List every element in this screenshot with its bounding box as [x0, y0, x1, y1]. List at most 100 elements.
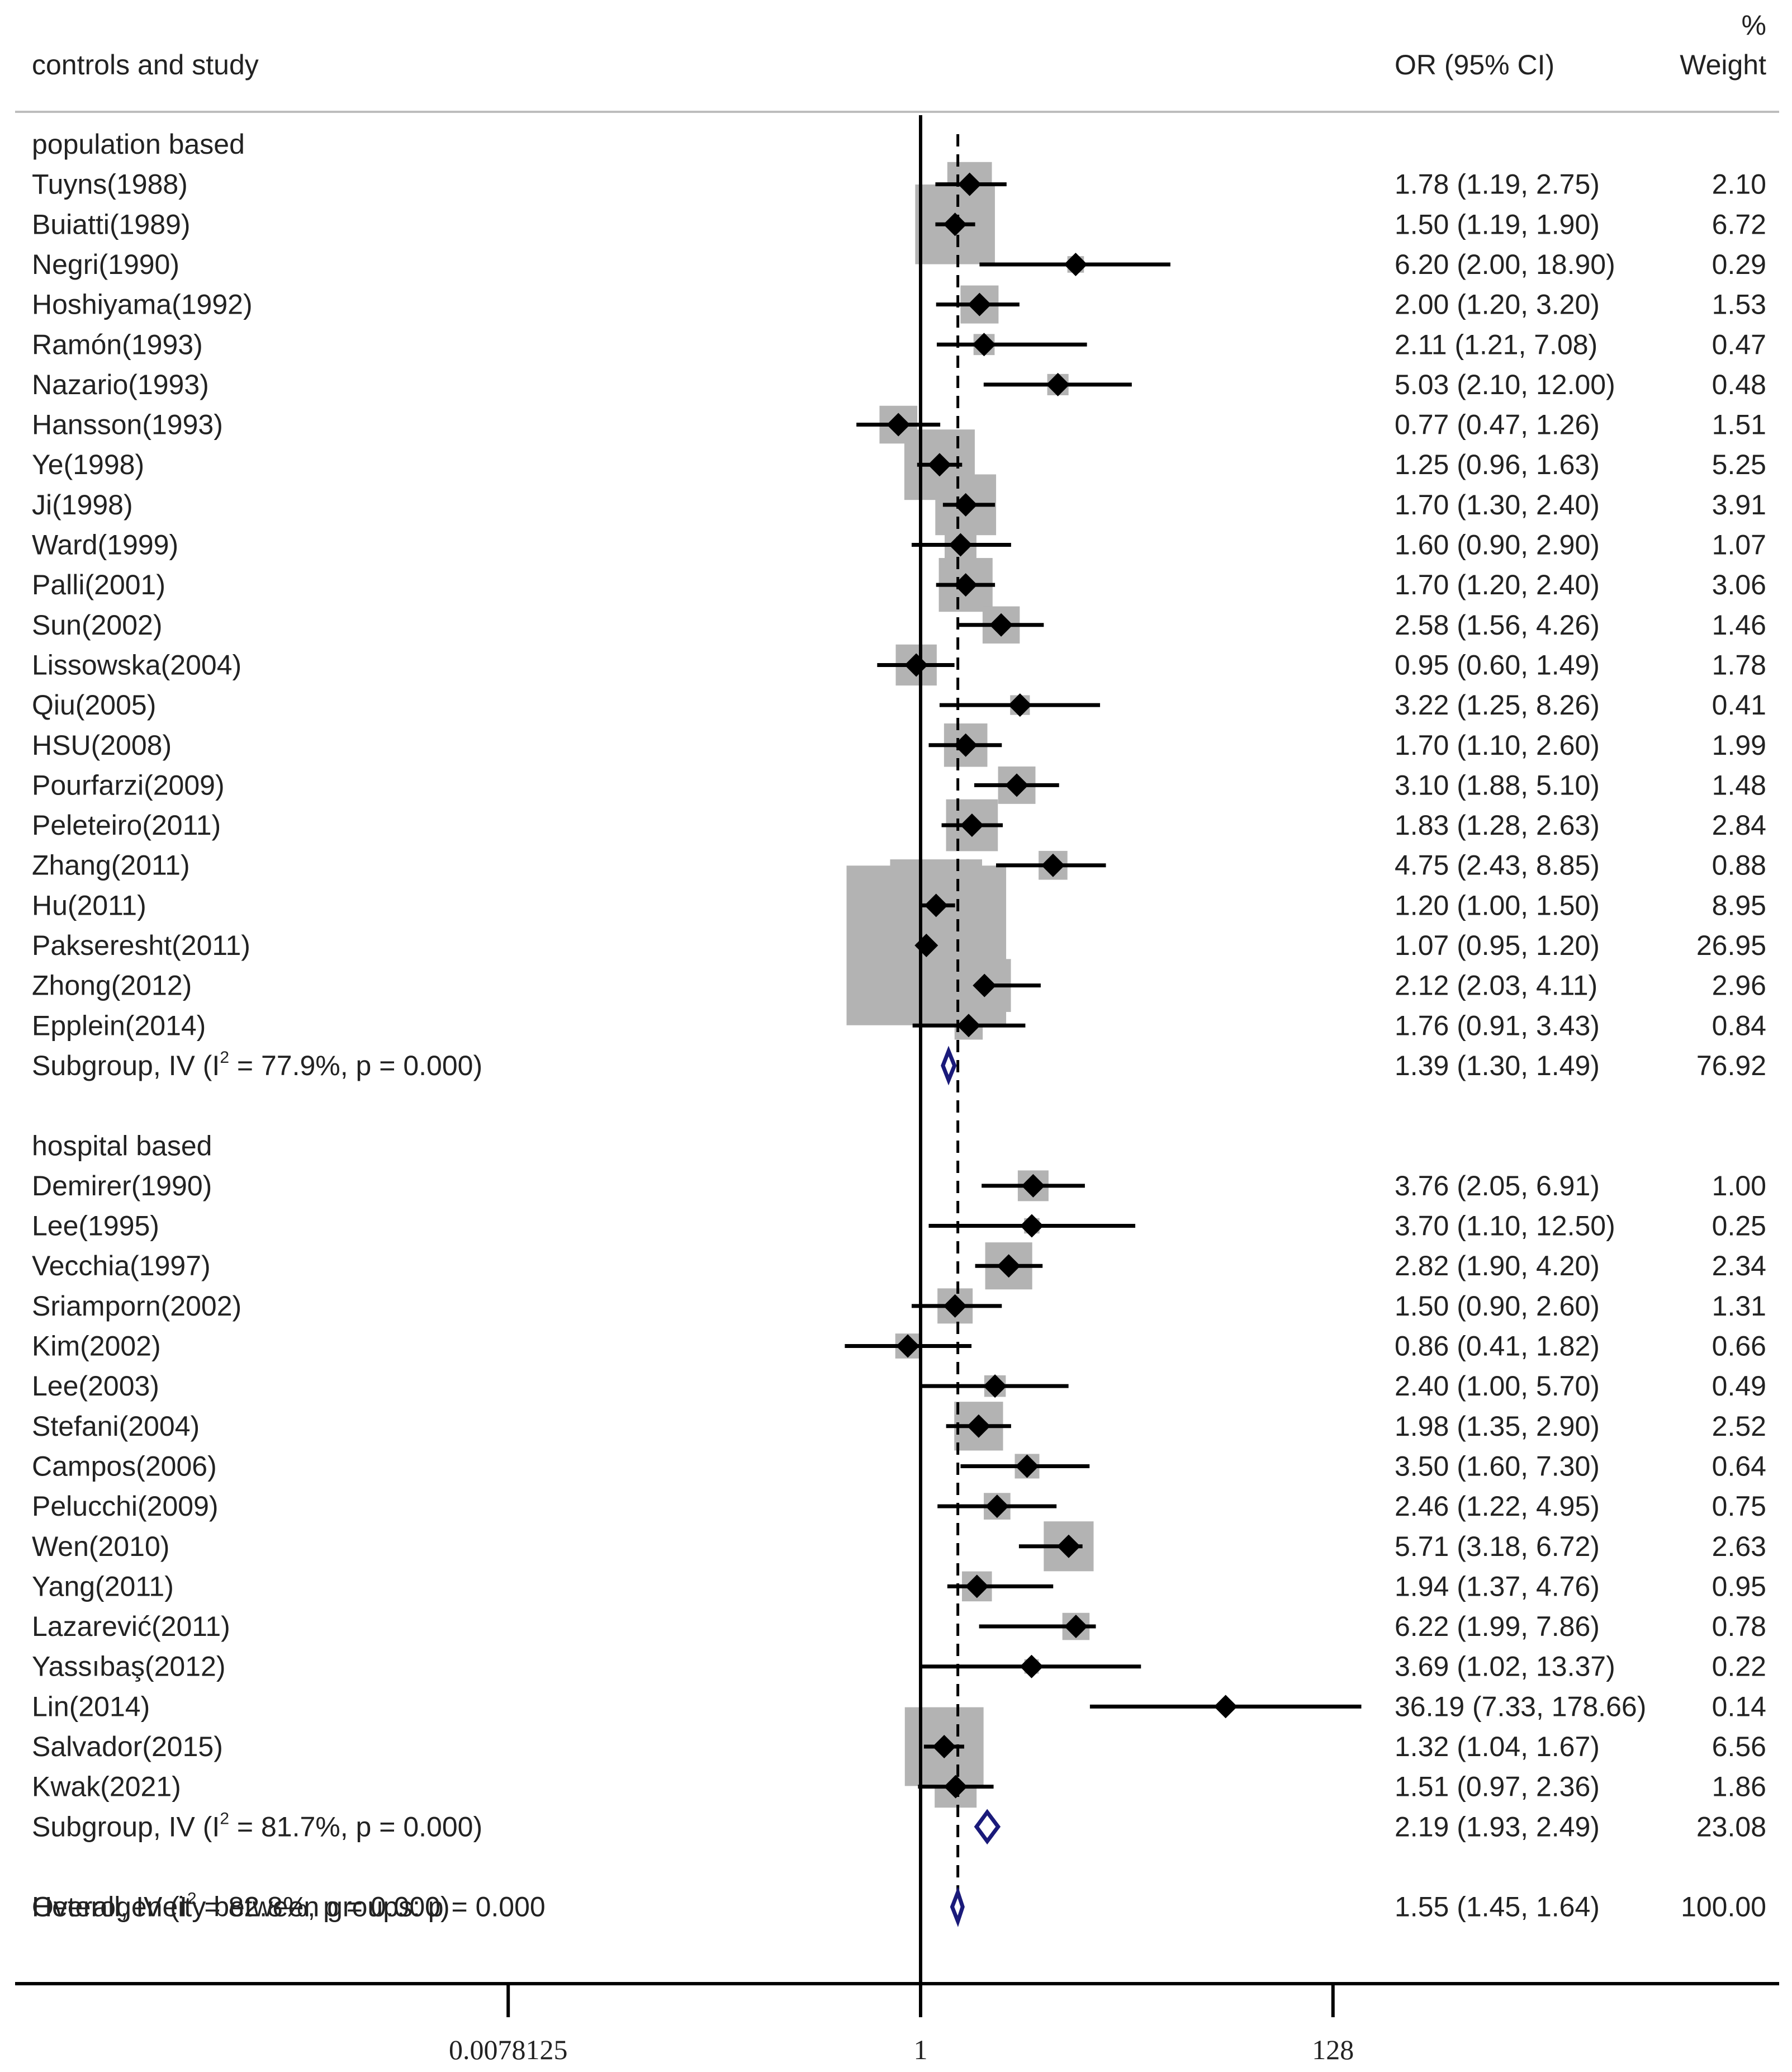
- point-estimate-marker: [973, 973, 997, 997]
- ci-text: 3.69 (1.02, 13.37): [1395, 1651, 1615, 1682]
- ci-text: 3.50 (1.60, 7.30): [1395, 1450, 1600, 1482]
- point-estimate-marker: [932, 1735, 956, 1758]
- point-estimate-marker: [1015, 1454, 1039, 1478]
- point-estimate-marker: [1008, 693, 1032, 717]
- study-label: Negri(1990): [32, 249, 179, 280]
- x-tick-label: 0.0078125: [449, 2034, 568, 2065]
- weight-value: 2.52: [1712, 1411, 1766, 1442]
- weight-value: 2.63: [1712, 1531, 1766, 1562]
- weight-value: 0.25: [1712, 1210, 1766, 1242]
- study-label: Lee(1995): [32, 1210, 159, 1242]
- study-label: Lazarević(2011): [32, 1611, 230, 1642]
- point-estimate-marker: [954, 573, 978, 597]
- weight-value: 0.64: [1712, 1450, 1766, 1482]
- reference-lines: [919, 115, 960, 1984]
- weight-value: 2.34: [1712, 1250, 1766, 1281]
- x-tick-label: 1: [914, 2034, 928, 2065]
- ci-text: 0.86 (0.41, 1.82): [1395, 1331, 1600, 1362]
- study-label: Pourfarzi(2009): [32, 769, 225, 801]
- ci-text: 2.46 (1.22, 4.95): [1395, 1491, 1600, 1522]
- point-estimate-marker: [944, 1775, 968, 1799]
- study-label: Demirer(1990): [32, 1170, 212, 1201]
- study-label: Pelucchi(2009): [32, 1491, 219, 1522]
- point-estimate-marker: [1005, 773, 1029, 797]
- ci-text: 1.20 (1.00, 1.50): [1395, 890, 1600, 921]
- weight-value: 1.31: [1712, 1290, 1766, 1322]
- subgroup-diamond: [974, 1809, 1001, 1845]
- study-label: Ramón(1993): [32, 329, 203, 360]
- ci-text: 2.00 (1.20, 3.20): [1395, 289, 1600, 320]
- ci-text: 6.22 (1.99, 7.86): [1395, 1611, 1600, 1642]
- ci-text: 36.19 (7.33, 178.66): [1395, 1691, 1646, 1722]
- study-label: Hoshiyama(1992): [32, 289, 253, 320]
- study-label: Ward(1999): [32, 529, 178, 561]
- point-estimate-marker: [943, 1294, 967, 1318]
- study-label: Campos(2006): [32, 1450, 217, 1482]
- subgroup-weight: 23.08: [1696, 1811, 1766, 1842]
- weight-value: 1.00: [1712, 1170, 1766, 1201]
- ci-text: 4.75 (2.43, 8.85): [1395, 850, 1600, 881]
- ci-text: 5.03 (2.10, 12.00): [1395, 369, 1615, 400]
- study-label: Ji(1998): [32, 489, 133, 521]
- point-estimate-marker: [956, 1014, 980, 1038]
- subgroup-weight: 76.92: [1696, 1050, 1766, 1081]
- weight-value: 1.99: [1712, 730, 1766, 761]
- weight-value: 1.07: [1712, 529, 1766, 561]
- point-estimate-marker: [954, 733, 978, 757]
- ci-text: 1.78 (1.19, 2.75): [1395, 169, 1600, 200]
- weight-value: 2.84: [1712, 810, 1766, 841]
- ci-text: 1.07 (0.95, 1.20): [1395, 930, 1600, 961]
- group-heading: hospital based: [32, 1130, 212, 1161]
- point-estimate-marker: [1020, 1654, 1044, 1678]
- ci-text: 2.11 (1.21, 7.08): [1395, 329, 1597, 360]
- weight-value: 6.72: [1712, 209, 1766, 240]
- point-estimate-marker: [896, 1334, 920, 1358]
- ci-text: 3.76 (2.05, 6.91): [1395, 1170, 1600, 1201]
- ci-text: 1.76 (0.91, 3.43): [1395, 1010, 1600, 1041]
- study-label: Yassıbaş(2012): [32, 1651, 225, 1682]
- study-label: Qiu(2005): [32, 689, 156, 721]
- study-label: Palli(2001): [32, 569, 165, 600]
- study-label: Lin(2014): [32, 1691, 150, 1722]
- header-weight-percent: %: [1742, 10, 1766, 41]
- subgroup-label: Subgroup, IV (I2 = 77.9%, p = 0.000): [32, 1048, 482, 1081]
- study-label: Nazario(1993): [32, 369, 209, 400]
- point-estimate-marker: [957, 172, 982, 196]
- study-markers: [845, 172, 1362, 1927]
- point-estimate-marker: [989, 613, 1013, 637]
- ci-text: 3.22 (1.25, 8.26): [1395, 689, 1600, 721]
- study-label: Wen(2010): [32, 1531, 169, 1562]
- ci-text: 1.51 (0.97, 2.36): [1395, 1771, 1600, 1803]
- weight-value: 1.78: [1712, 649, 1766, 680]
- weight-value: 8.95: [1712, 890, 1766, 921]
- subgroup-ci-text: 1.39 (1.30, 1.49): [1395, 1050, 1600, 1081]
- study-label: Ye(1998): [32, 449, 144, 480]
- point-estimate-marker: [966, 1414, 990, 1438]
- ci-text: 2.58 (1.56, 4.26): [1395, 609, 1600, 641]
- header-or-column: OR (95% CI): [1395, 49, 1554, 81]
- weight-value: 5.25: [1712, 449, 1766, 480]
- point-estimate-marker: [965, 1574, 989, 1598]
- study-label: Epplein(2014): [32, 1010, 206, 1041]
- study-label: Sun(2002): [32, 609, 163, 641]
- study-label: Lissowska(2004): [32, 649, 241, 680]
- group-heading: population based: [32, 129, 245, 160]
- point-estimate-marker: [924, 893, 948, 917]
- weight-value: 0.47: [1712, 329, 1766, 360]
- ci-text: 1.70 (1.20, 2.40): [1395, 569, 1600, 600]
- ci-text: 2.82 (1.90, 4.20): [1395, 1250, 1600, 1281]
- point-estimate-marker: [1064, 252, 1088, 276]
- study-label: Peleteiro(2011): [32, 810, 221, 841]
- subgroup-ci-text: 2.19 (1.93, 2.49): [1395, 1811, 1600, 1842]
- weight-value: 0.29: [1712, 249, 1766, 280]
- point-estimate-marker: [983, 1374, 1007, 1398]
- ci-text: 0.77 (0.47, 1.26): [1395, 409, 1600, 441]
- weight-value: 0.75: [1712, 1491, 1766, 1522]
- point-estimate-marker: [968, 292, 992, 316]
- weight-value: 2.10: [1712, 169, 1766, 200]
- weight-value: 1.86: [1712, 1771, 1766, 1803]
- weight-value: 0.48: [1712, 369, 1766, 400]
- row-labels: population based Tuyns(1988) 1.78 (1.19, 2…: [32, 129, 1766, 1923]
- point-estimate-marker: [943, 212, 967, 236]
